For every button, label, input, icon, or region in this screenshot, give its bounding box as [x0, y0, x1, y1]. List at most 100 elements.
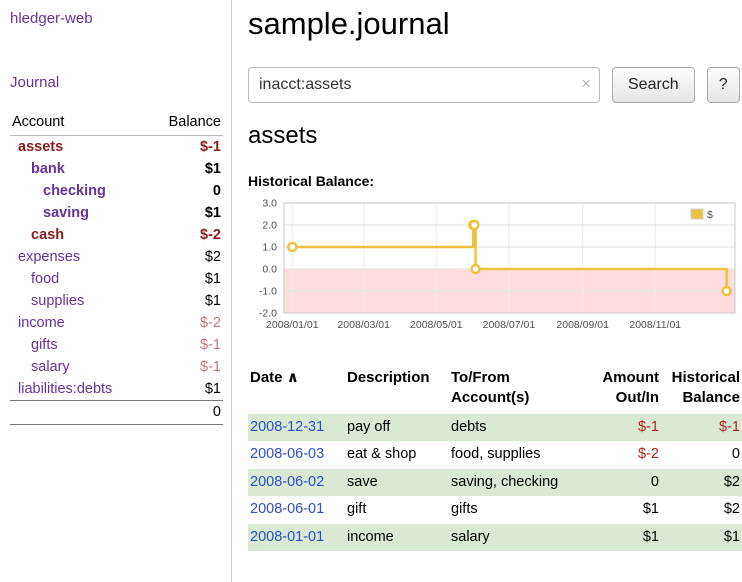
- account-balance: $1: [204, 381, 221, 397]
- account-link[interactable]: expenses: [18, 249, 81, 265]
- main-content: sample.journal × Search ? assets Histori…: [232, 0, 742, 582]
- date-sort-header[interactable]: Date ∧: [248, 366, 345, 414]
- svg-text:2008/01/01: 2008/01/01: [266, 319, 319, 331]
- transaction-balance: $-1: [719, 418, 740, 435]
- sidebar: hledger-web Journal Account Balance asse…: [0, 0, 232, 582]
- help-button[interactable]: ?: [706, 67, 740, 103]
- transaction-balance: $2: [723, 473, 740, 490]
- search-box: ×: [248, 67, 600, 103]
- account-link[interactable]: saving: [43, 205, 89, 221]
- svg-text:2.0: 2.0: [262, 220, 277, 232]
- search-bar: × Search ?: [248, 67, 742, 103]
- transaction-amount: $1: [642, 528, 659, 545]
- svg-text:2008/11/01: 2008/11/01: [629, 319, 681, 331]
- transaction-date-link[interactable]: 2008-06-03: [250, 446, 325, 463]
- svg-text:-1.0: -1.0: [259, 286, 277, 298]
- transaction-row: 2008-06-01 gift gifts $1 $2: [248, 496, 742, 524]
- amount-header: Amount Out/In: [602, 369, 659, 407]
- account-row: salary $-1: [10, 356, 223, 378]
- svg-text:2008/05/01: 2008/05/01: [410, 319, 463, 331]
- transaction-amount: 0: [650, 473, 659, 490]
- account-link[interactable]: bank: [31, 161, 65, 177]
- account-row: income $-2: [10, 312, 223, 334]
- svg-text:2008/03/01: 2008/03/01: [337, 319, 390, 331]
- transaction-description: eat & shop: [347, 446, 417, 463]
- account-row: saving $1: [10, 202, 223, 224]
- account-balance: $2: [204, 249, 221, 265]
- account-balance: $-2: [200, 227, 221, 243]
- svg-text:2008/09/01: 2008/09/01: [556, 319, 609, 331]
- register-table: Date ∧ Description To/From Account(s) Am…: [248, 366, 742, 552]
- account-balance: $1: [204, 293, 221, 309]
- page-title: sample.journal: [248, 6, 450, 41]
- balance-column-header: Balance: [147, 112, 223, 136]
- accounts-table: Account Balance assets $-1 bank $1 check…: [10, 112, 223, 425]
- account-row: food $1: [10, 268, 223, 290]
- account-link[interactable]: cash: [31, 227, 65, 243]
- account-row: gifts $-1: [10, 334, 223, 356]
- account-row: cash $-2: [10, 224, 223, 246]
- account-balance: $1: [204, 161, 221, 177]
- chart-canvas: 2008/01/01 2008/03/01 2008/05/01 2008/07/01…: [259, 198, 736, 331]
- transaction-accounts: debts: [451, 418, 487, 435]
- accounts-table-header: Account Balance: [10, 112, 223, 136]
- account-link[interactable]: liabilities:debts: [18, 381, 113, 397]
- sidebar-item-journal[interactable]: Journal: [10, 74, 60, 91]
- accounts-total-row: 0: [10, 400, 223, 425]
- account-page-title: assets: [248, 122, 318, 149]
- transaction-accounts: gifts: [451, 501, 478, 518]
- balance-header: Historical Balance: [671, 369, 740, 407]
- account-row: checking 0: [10, 180, 223, 202]
- transaction-description: save: [347, 473, 378, 490]
- transaction-row: 2008-01-01 income salary $1 $1: [248, 523, 742, 552]
- transaction-description: gift: [347, 501, 367, 518]
- account-row: expenses $2: [10, 246, 223, 268]
- account-balance: $-1: [200, 337, 221, 353]
- svg-text:1.0: 1.0: [262, 242, 277, 254]
- chart-title: Historical Balance:: [248, 173, 375, 189]
- transaction-description: pay off: [347, 418, 391, 435]
- description-header: Description: [347, 369, 430, 386]
- transaction-balance: 0: [731, 446, 740, 463]
- transaction-row: 2008-12-31 pay off debts $-1 $-1: [248, 413, 742, 442]
- sort-ascending-icon: ∧: [286, 369, 299, 386]
- account-balance: $1: [204, 271, 221, 287]
- transaction-date-link[interactable]: 2008-01-01: [250, 528, 325, 545]
- search-button[interactable]: Search: [612, 67, 695, 103]
- account-balance: $-1: [200, 139, 221, 155]
- transaction-description: income: [347, 528, 394, 545]
- account-balance: $1: [204, 205, 221, 221]
- account-link[interactable]: income: [18, 315, 65, 331]
- transaction-date-link[interactable]: 2008-12-31: [250, 418, 325, 435]
- transaction-amount: $1: [642, 501, 659, 518]
- account-link[interactable]: food: [31, 271, 60, 287]
- account-balance: 0: [212, 183, 221, 199]
- account-row: supplies $1: [10, 290, 223, 312]
- account-row: assets $-1: [10, 136, 223, 159]
- account-row: liabilities:debts $1: [10, 378, 223, 401]
- account-link[interactable]: gifts: [31, 337, 58, 353]
- transaction-amount: $-1: [638, 418, 659, 435]
- search-input[interactable]: [248, 67, 600, 103]
- transaction-date-link[interactable]: 2008-06-01: [250, 501, 325, 518]
- transaction-accounts: salary: [451, 528, 490, 545]
- account-balance: $-1: [200, 359, 221, 375]
- account-link[interactable]: checking: [43, 183, 106, 199]
- clear-search-icon[interactable]: ×: [581, 74, 591, 93]
- transaction-date-link[interactable]: 2008-06-02: [250, 473, 325, 490]
- account-link[interactable]: supplies: [31, 293, 85, 309]
- accounts-header: To/From Account(s): [451, 369, 530, 407]
- svg-text:2008/07/01: 2008/07/01: [483, 319, 536, 331]
- svg-text:-2.0: -2.0: [259, 308, 277, 320]
- register-header-row: Date ∧ Description To/From Account(s) Am…: [248, 366, 742, 414]
- account-column-header: Account: [10, 112, 148, 136]
- account-link[interactable]: assets: [18, 139, 64, 155]
- svg-text:$: $: [707, 209, 713, 221]
- app-title-link[interactable]: hledger-web: [10, 10, 93, 27]
- historical-balance-chart: 2008/01/01 2008/03/01 2008/05/01 2008/07/01…: [248, 195, 742, 348]
- date-header-label: Date: [250, 369, 283, 386]
- transaction-accounts: saving, checking: [451, 473, 559, 490]
- transaction-balance: $2: [723, 501, 740, 518]
- account-balance: $-2: [200, 315, 221, 331]
- account-link[interactable]: salary: [31, 359, 70, 375]
